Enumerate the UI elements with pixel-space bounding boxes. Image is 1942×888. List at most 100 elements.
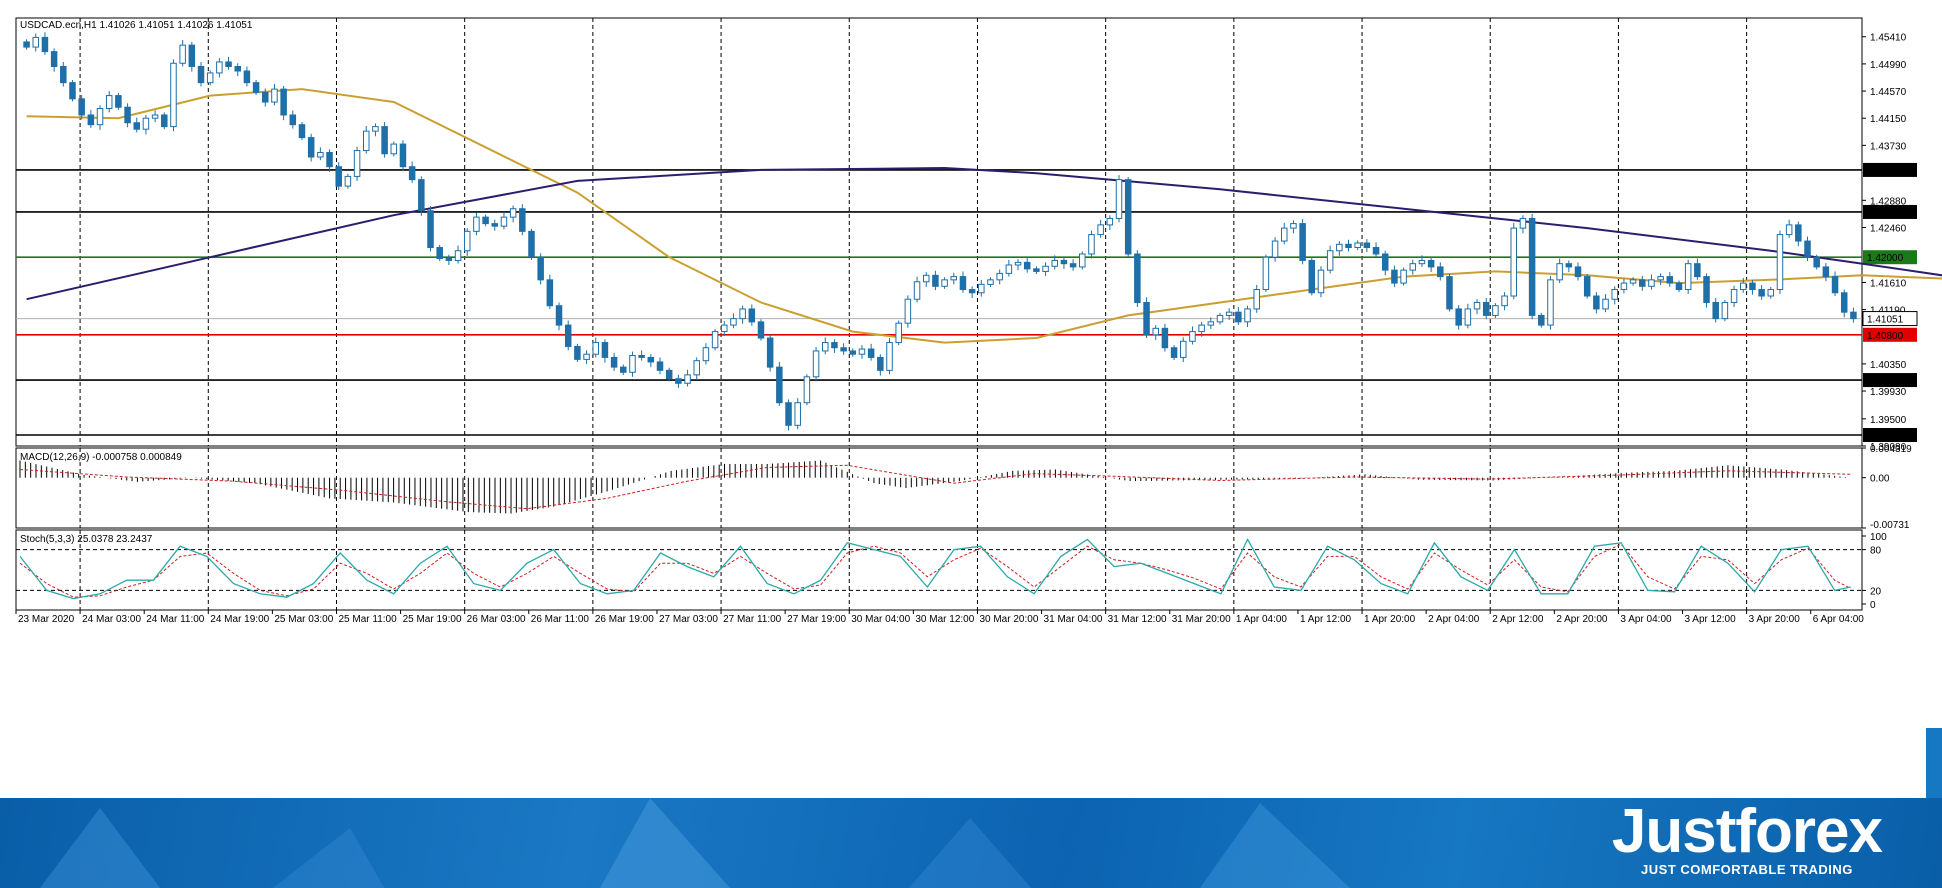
candle-body: [1528, 217, 1536, 316]
candle-body: [730, 318, 737, 326]
candle-body: [656, 361, 664, 371]
candle-body: [252, 82, 260, 93]
level-tag: [1863, 327, 1917, 342]
candle-body: [702, 347, 710, 362]
candle-body: [1345, 243, 1352, 249]
x-tick-label: 27 Mar 03:00: [659, 614, 718, 625]
candle-body: [1776, 234, 1784, 291]
level-tag: [1863, 162, 1917, 177]
candle-body: [1189, 331, 1196, 342]
candle-body: [913, 281, 921, 300]
candle-body: [1280, 227, 1288, 242]
candle-body: [454, 250, 462, 261]
candle-body: [886, 342, 893, 371]
candle-body: [1675, 282, 1683, 291]
candle-body: [1556, 263, 1563, 281]
candle-body: [1620, 282, 1628, 291]
candle-body: [1455, 308, 1462, 326]
x-tick-label: 30 Mar 12:00: [915, 614, 974, 625]
candle-body: [1831, 276, 1839, 294]
x-tick-label: 1 Apr 12:00: [1300, 614, 1352, 625]
candle-body: [317, 151, 324, 158]
candle-body: [1134, 253, 1141, 303]
stoch-main-line: [19, 538, 1851, 600]
candle-body: [867, 348, 875, 358]
candle-body: [344, 175, 352, 187]
candle-body: [849, 350, 857, 355]
y-tick-label: 1.41610: [1870, 278, 1907, 289]
candle-body: [1519, 217, 1527, 229]
candle-body: [1262, 256, 1270, 291]
level-tag: [1863, 204, 1917, 219]
candle-body: [647, 356, 655, 363]
candle-body: [1225, 311, 1233, 316]
candle-body: [840, 347, 847, 352]
candle-body: [1152, 327, 1159, 336]
y-tick-label: 80: [1870, 546, 1882, 557]
x-tick-label: 25 Mar 11:00: [338, 614, 397, 625]
candle-body: [78, 98, 85, 116]
candle-body: [1143, 301, 1150, 336]
candle-body: [610, 356, 618, 368]
candle-body: [1767, 289, 1775, 297]
level-label: 1.40800: [1867, 331, 1904, 342]
macd-pane[interactable]: 0.004319 0.00 -0.00731 MACD(12,26,9) -0.000…: [15, 444, 1912, 531]
level-label: 1.43350: [1867, 166, 1904, 177]
candle-body: [1409, 263, 1417, 271]
y-tick-label: 1.44570: [1870, 87, 1907, 98]
candle-body: [1271, 240, 1279, 258]
price-pane[interactable]: 1.43350 1.42700 1.42000 1.40800 1.40100 1.392…: [15, 17, 1942, 453]
candle-body: [1372, 247, 1380, 255]
candle-body: [941, 279, 948, 287]
candle-body: [1501, 295, 1508, 307]
candle-body: [1639, 279, 1646, 287]
level-label: 1.39250: [1867, 431, 1904, 442]
candle-body: [519, 208, 526, 232]
candle-body: [1115, 179, 1123, 219]
candle-body: [1336, 243, 1343, 252]
candle-body: [629, 354, 636, 373]
stoch-signal-line: [19, 543, 1851, 598]
candle-body: [271, 88, 278, 103]
level-label: 1.42000: [1867, 253, 1904, 264]
macd-title: MACD(12,26,9) -0.000758 0.000849: [20, 452, 182, 463]
stoch-frame: [15, 529, 1863, 611]
x-tick-label: 30 Mar 20:00: [979, 614, 1038, 625]
candle-body: [794, 402, 801, 426]
stoch-pane[interactable]: 100 80 20 0 Stoch(5,3,3) 25.0378 23.2437: [15, 529, 1887, 611]
candle-body: [1804, 240, 1811, 258]
candle-body: [922, 274, 930, 283]
candle-body: [96, 108, 104, 126]
brand-logo[interactable]: Justforex JUST COMFORTABLE TRADING: [1612, 800, 1883, 878]
candle-body: [1079, 253, 1086, 268]
candle-body: [362, 130, 370, 152]
candle-body: [1051, 259, 1059, 267]
price-frame: [15, 17, 1863, 447]
candle-body: [1795, 224, 1802, 242]
candle-body: [1464, 308, 1472, 326]
candle-body: [179, 44, 186, 64]
candle-body: [1042, 265, 1049, 272]
candle-body: [197, 65, 205, 84]
candle-body: [564, 324, 572, 347]
candle-body: [996, 272, 1003, 281]
candle-body: [1308, 259, 1316, 294]
candle-body: [1666, 276, 1674, 284]
candle-body: [381, 126, 388, 155]
candle-body: [335, 166, 342, 187]
y-tick-label: 1.43730: [1870, 141, 1907, 152]
candle-body: [243, 70, 251, 84]
candle-body: [1492, 305, 1499, 316]
candle-body: [1244, 308, 1251, 323]
candle-body: [161, 114, 168, 128]
x-tick-label: 2 Apr 12:00: [1492, 614, 1544, 625]
x-tick-label: 31 Mar 12:00: [1108, 614, 1167, 625]
candle-body: [1290, 223, 1297, 229]
corner-decoration: [1926, 728, 1942, 798]
x-tick-label: 25 Mar 03:00: [274, 614, 333, 625]
candle-body: [445, 258, 453, 261]
candle-body: [1657, 276, 1664, 281]
candle-body: [592, 342, 600, 355]
candle-body: [721, 324, 728, 333]
candle-body: [1014, 261, 1022, 266]
